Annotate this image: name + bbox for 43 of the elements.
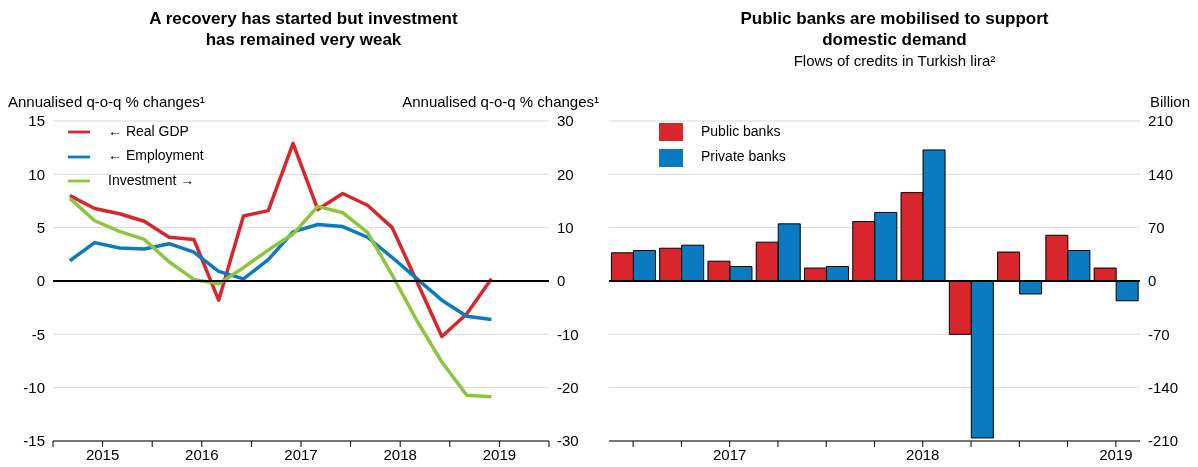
- x-tick-label: 2017: [712, 445, 747, 463]
- x-tick-label: 2019: [1099, 445, 1133, 463]
- legend-label: Public banks: [701, 123, 781, 139]
- y2-axis-title: Billion: [1149, 93, 1190, 112]
- chart-title: Public banks are mobilised to support domestic demand: [739, 8, 1050, 50]
- x-tick-label: 2016: [185, 445, 219, 463]
- y2-tick-label: 140: [1148, 165, 1174, 183]
- y-tick-label: -15: [23, 432, 45, 450]
- x-tick-label: 2017: [284, 445, 318, 463]
- y-tick-label: 15: [28, 112, 45, 130]
- y2-tick-label: -20: [557, 378, 579, 396]
- legend-label: Private banks: [701, 148, 786, 165]
- x-tick-label: 2018: [906, 445, 940, 463]
- y-tick-label: 0: [36, 272, 45, 290]
- y2-tick-label: -70: [1148, 325, 1170, 343]
- y2-tick-label: -10: [557, 325, 579, 343]
- y-tick-label: -5: [31, 325, 45, 343]
- x-tick-label: 2018: [383, 445, 417, 463]
- y-axis-title: Annualised q-o-q % changes¹: [8, 93, 205, 112]
- y2-tick-label: 30: [557, 112, 574, 130]
- line-series: [68, 196, 494, 399]
- y-tick-label: 10: [28, 165, 45, 183]
- y2-axis-title: Annualised q-o-q % changes¹: [402, 93, 599, 112]
- y-tick-label: -10: [23, 378, 45, 396]
- y2-tick-label: 0: [557, 272, 566, 290]
- chart-title: A recovery has started but investment has remained very weak: [148, 8, 459, 50]
- legend-label: Investment →: [108, 171, 195, 188]
- y2-tick-label: -210: [1148, 432, 1179, 450]
- y2-tick-label: -30: [557, 432, 579, 450]
- x-tick-label: 2015: [85, 445, 120, 463]
- chart-subtitle: Flows of credits in Turkish lira²: [792, 52, 997, 69]
- y2-tick-label: 10: [557, 218, 574, 236]
- y2-tick-label: 210: [1148, 112, 1174, 130]
- y2-tick-label: -140: [1148, 378, 1179, 396]
- legend-label: ← Employment: [108, 147, 204, 164]
- legend-label: ← Real GDP: [108, 123, 189, 139]
- y2-tick-label: 20: [557, 165, 574, 183]
- line-series: [68, 222, 494, 322]
- y2-tick-label: 70: [1148, 218, 1165, 236]
- line-series: [68, 141, 494, 339]
- y2-tick-label: 0: [1148, 272, 1157, 290]
- y-tick-label: 5: [36, 218, 45, 236]
- x-tick-label: 2019: [482, 445, 517, 463]
